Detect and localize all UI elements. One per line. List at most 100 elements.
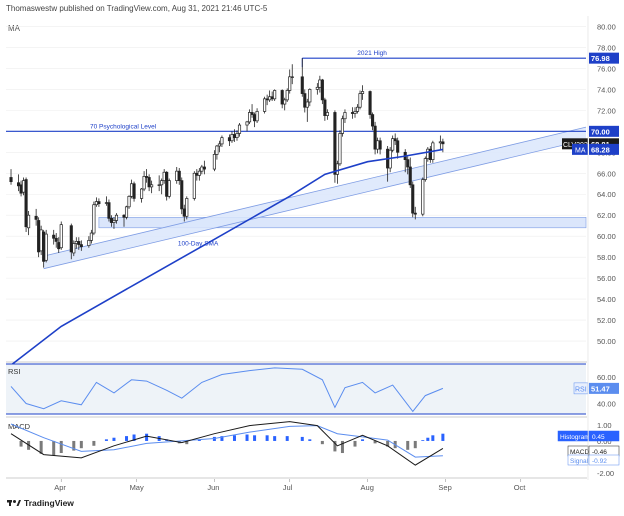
macd-legend-value: 0.45 — [592, 434, 605, 441]
candle-body — [104, 202, 108, 204]
candle-body — [368, 91, 372, 115]
price-tick-label: 50.00 — [597, 337, 616, 346]
last-price-badge-bg — [589, 138, 619, 150]
macd-histogram-bar — [361, 439, 365, 441]
macd-legend-value-bg — [588, 454, 620, 466]
time-axis[interactable]: Apr May Jun Jul Aug Sep Oct — [54, 16, 589, 492]
candle-body — [87, 240, 91, 246]
macd-histogram-bar — [426, 437, 430, 441]
candle-body — [124, 206, 129, 218]
rising-channel-upper — [43, 126, 587, 257]
rsi-value-badge-bg — [589, 382, 619, 394]
macd-tick-label: 1.00 — [597, 421, 612, 430]
candle-body — [27, 214, 31, 229]
macd-histogram-bar — [185, 440, 189, 445]
candle-body — [270, 96, 274, 100]
candle-body — [371, 114, 375, 127]
price-tick-label: 80.00 — [597, 22, 616, 31]
candle-body — [127, 195, 131, 208]
candle-body — [24, 179, 28, 228]
rising-channel-fill — [43, 127, 586, 269]
candle-body — [318, 79, 322, 88]
tradingview-logo[interactable]: TradingView — [7, 498, 74, 508]
macd-histogram-bar — [104, 439, 108, 441]
candle-body — [376, 140, 380, 150]
candle-body — [353, 111, 357, 114]
price-tick-label: 64.00 — [597, 190, 616, 199]
level-price-badge-bg — [589, 125, 619, 137]
macd-legend-value-bg — [588, 430, 620, 442]
candle-body — [391, 138, 395, 151]
candle-body — [217, 143, 221, 147]
candle-body — [74, 241, 78, 244]
candle-body — [263, 98, 267, 112]
candle-body — [338, 133, 342, 165]
candle-body — [215, 145, 219, 155]
candle-body — [192, 172, 196, 199]
macd-histogram-bar — [132, 434, 136, 441]
candle-body — [426, 148, 430, 159]
macd-histogram-bar — [333, 440, 337, 452]
candle-body — [423, 158, 427, 180]
candle-body — [9, 177, 13, 183]
candle-body — [202, 166, 206, 170]
tradingview-brand-text: TradingView — [24, 498, 74, 508]
macd-histogram-bar — [59, 440, 63, 454]
time-tick-label: May — [130, 483, 144, 492]
candle-body — [350, 112, 355, 114]
candle-body — [247, 112, 252, 123]
macd-histogram-bar — [72, 440, 76, 451]
candle-body — [182, 208, 186, 217]
macd-histogram-bar — [386, 440, 390, 447]
macd-histogram-bar — [340, 440, 344, 454]
macd-legend-value: -0.92 — [592, 458, 607, 465]
macd-histogram-bar — [232, 435, 236, 441]
time-tick-label: Sep — [438, 483, 451, 492]
candle-body — [44, 233, 48, 261]
price-tick-label: 62.00 — [597, 211, 616, 220]
candle-body — [37, 220, 41, 253]
candle-body — [97, 201, 101, 205]
price-pane[interactable]: 50.00 52.00 54.00 56.00 58.00 60.00 62.00 64.00… — [6, 22, 619, 366]
macd-histogram-bar — [431, 435, 435, 441]
candle-body — [441, 141, 445, 145]
macd-histogram-bar — [285, 436, 289, 441]
rising-channel-lower — [43, 139, 587, 270]
candle-body — [413, 212, 417, 215]
macd-pane[interactable]: 1.000.00-1.00-2.00MACDHistogram0.45MACD-… — [6, 421, 620, 479]
candle-body — [52, 234, 56, 239]
candle-body — [165, 171, 169, 197]
macd-histogram-bar — [197, 439, 201, 441]
candle-body — [406, 159, 410, 168]
pane-title-main: MA — [8, 24, 21, 33]
candle-body — [167, 180, 171, 197]
macd-histogram-bar — [253, 435, 257, 441]
candle-body — [69, 225, 73, 253]
candle-body — [129, 183, 134, 197]
candle-body — [360, 91, 365, 94]
price-tick-label: 52.00 — [597, 316, 616, 325]
candle-body — [343, 112, 347, 120]
candle-body — [34, 215, 38, 220]
candle-body — [250, 112, 254, 115]
candle-body — [303, 93, 307, 108]
candle-body — [253, 114, 257, 122]
candle-body — [340, 118, 345, 134]
price-tick-label: 56.00 — [597, 274, 616, 283]
macd-histogram-bar — [300, 436, 304, 441]
candle-body — [268, 96, 272, 101]
macd-histogram-bar — [320, 440, 324, 445]
macd-histogram-bar — [265, 435, 269, 441]
time-tick-label: Apr — [54, 483, 66, 492]
ma-tag-bg — [572, 143, 588, 155]
candle-body — [107, 202, 111, 219]
rsi-tag: RSI — [575, 386, 587, 393]
macd-legend-name: MACD — [570, 449, 589, 456]
macd-histogram-bar — [413, 440, 417, 449]
macd-histogram-bar — [353, 440, 357, 447]
candle-body — [160, 180, 164, 186]
candle-body — [132, 183, 136, 199]
candle-body — [333, 112, 337, 175]
